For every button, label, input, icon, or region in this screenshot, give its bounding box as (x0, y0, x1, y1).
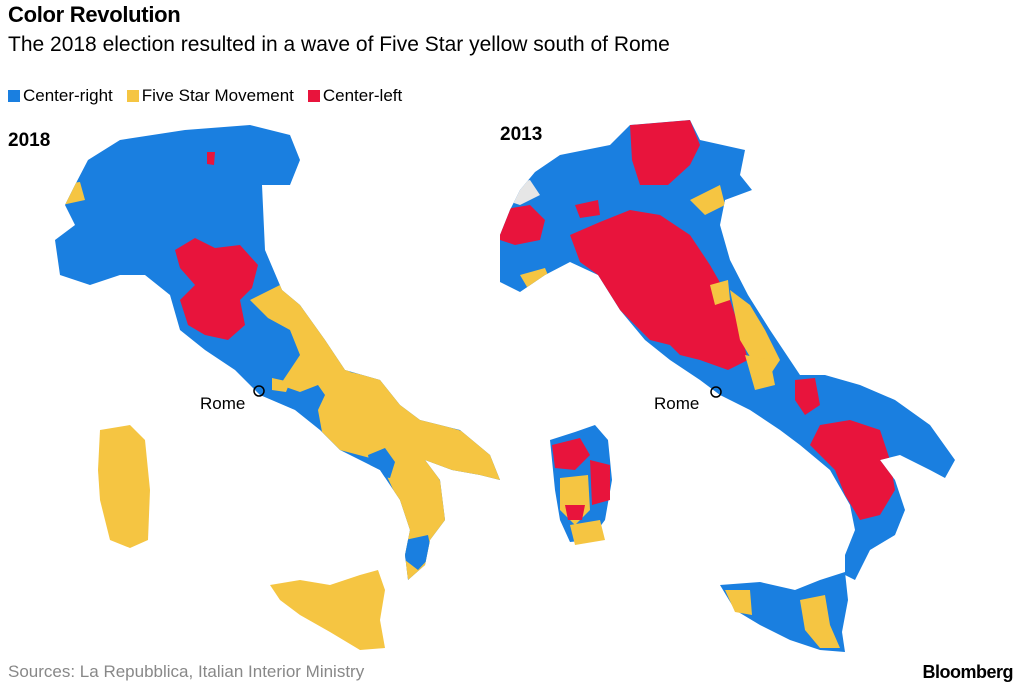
sardinia-2013-red-north (552, 438, 590, 470)
legend: Center-right Five Star Movement Center-l… (8, 86, 402, 106)
five-star-swatch (126, 90, 139, 102)
region-2018-center-right-calabria (405, 535, 432, 570)
year-label-2013: 2013 (500, 124, 543, 145)
map-2018 (55, 125, 500, 650)
region-2013-five-star-abruzzo (745, 355, 775, 390)
bloomberg-logo: Bloomberg (922, 662, 1013, 682)
region-2018-five-star-south (250, 285, 500, 580)
sicily-2013-yellow-east (800, 595, 840, 648)
sardinia-2013-red-south (565, 505, 585, 520)
legend-item-five-star: Five Star Movement (126, 86, 294, 106)
region-2013-center-left-piedmont (500, 205, 545, 245)
sicily-2018 (270, 570, 385, 650)
year-label-2018: 2018 (8, 130, 51, 151)
region-2013-center-left-lombardy (575, 200, 600, 218)
region-2013-center-left-central (570, 210, 748, 370)
legend-label: Five Star Movement (141, 86, 294, 105)
region-2013-center-left-trentino (630, 120, 700, 185)
region-2013-center-left-molise (795, 378, 820, 415)
center-right-swatch (8, 90, 20, 102)
region-2018-center-left-alps (207, 152, 215, 165)
sicily-2013-yellow-west (725, 590, 752, 615)
source-note: Sources: La Repubblica, Italian Interior… (8, 662, 365, 681)
region-2018-five-star-lazio (272, 378, 290, 392)
region-2013-five-star-liguria (520, 268, 550, 292)
legend-label: Center-right (23, 86, 113, 105)
region-2013-five-star-veneto (690, 185, 725, 215)
sardinia-2018 (98, 425, 150, 548)
sardinia-2013-red-east (590, 460, 610, 505)
region-2013-five-star-umbria (710, 280, 730, 305)
region-2013-center-left-basilicata (810, 420, 895, 520)
legend-item-center-left: Center-left (307, 86, 403, 106)
city-label-rome-2018: Rome (200, 394, 246, 413)
center-left-swatch (307, 90, 320, 102)
city-label-rome-2013: Rome (654, 394, 700, 413)
legend-item-center-right: Center-right (8, 86, 113, 106)
map-2013 (500, 120, 955, 652)
rome-marker-2013 (710, 386, 722, 398)
region-2013-five-star-marche (730, 290, 780, 375)
rome-marker-2018 (253, 385, 265, 397)
chart-title: Color Revolution (8, 2, 181, 27)
sardinia-2013-yellow-south (570, 520, 605, 545)
chart-subtitle: The 2018 election resulted in a wave of … (8, 33, 670, 56)
region-2018-center-left-tuscany (175, 238, 258, 340)
legend-label: Center-left (322, 86, 403, 105)
